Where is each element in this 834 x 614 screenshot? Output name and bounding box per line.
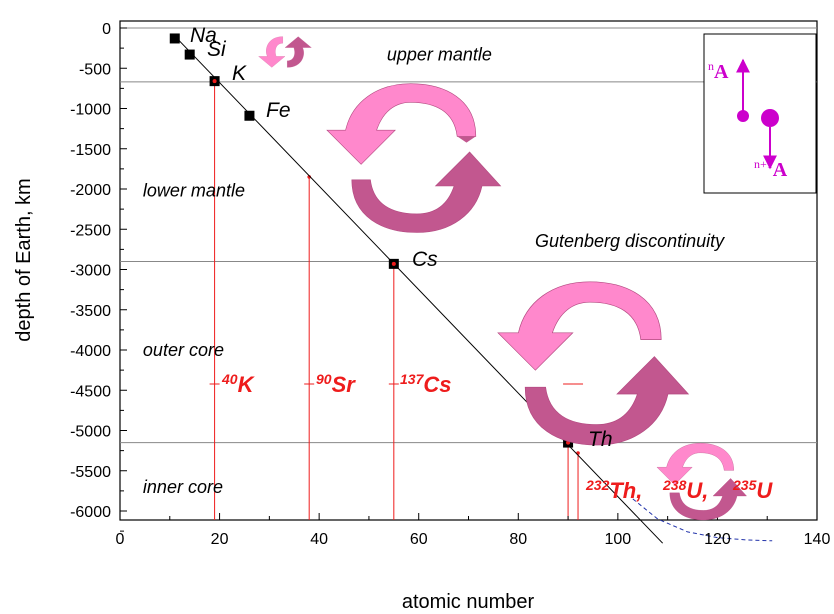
y-tick-label--4500: -4500 bbox=[70, 383, 111, 400]
y-axis-title: depth of Earth, km bbox=[13, 178, 35, 341]
x-axis-title: atomic number bbox=[402, 591, 535, 613]
y-tick-label--1500: -1500 bbox=[70, 142, 111, 159]
point-label-cs: Cs bbox=[412, 248, 438, 271]
x-tick-label-80: 80 bbox=[509, 531, 527, 548]
convection-arrow-small bbox=[258, 36, 312, 68]
region-label-upper-mantle: upper mantle bbox=[387, 45, 492, 65]
y-tick-label--1000: -1000 bbox=[70, 102, 111, 119]
isotope-label-k40: 40K bbox=[221, 371, 256, 397]
point-label-fe: Fe bbox=[266, 99, 291, 122]
convection-arrow-inner bbox=[656, 443, 747, 521]
x-tick-label-60: 60 bbox=[410, 531, 428, 548]
point-label-k: K bbox=[232, 62, 247, 85]
point-label-si: Si bbox=[207, 38, 227, 61]
x-tick-label-40: 40 bbox=[310, 531, 328, 548]
boundary-lines bbox=[120, 27, 817, 444]
y-tick-label--4000: -4000 bbox=[70, 343, 111, 360]
point-fe bbox=[244, 110, 255, 121]
isotope-label-th232: 232Th, bbox=[585, 477, 642, 503]
x-tick-label-20: 20 bbox=[211, 531, 229, 548]
gutenberg-label: Gutenberg discontinuity bbox=[535, 231, 725, 251]
y-tick-label--5500: -5500 bbox=[70, 464, 111, 481]
y-tick-label--2000: -2000 bbox=[70, 182, 111, 199]
y-tick-label--3000: -3000 bbox=[70, 263, 111, 280]
y-tick-label--6000: -6000 bbox=[70, 504, 111, 521]
y-tick-label--3500: -3500 bbox=[70, 303, 111, 320]
dashed-curve bbox=[632, 498, 773, 542]
x-tick-label-120: 120 bbox=[704, 531, 731, 548]
y-tick-label-0: 0 bbox=[102, 21, 111, 38]
point-na bbox=[169, 33, 180, 44]
convection-arrow-mantle bbox=[326, 83, 502, 233]
isotope-label-u235: 235U bbox=[732, 477, 773, 503]
region-label-inner-core: inner core bbox=[143, 477, 223, 497]
x-tick-label-0: 0 bbox=[116, 531, 125, 548]
inset-label-top: nA bbox=[708, 59, 729, 83]
point-si bbox=[184, 49, 195, 60]
inset-large-nucleus bbox=[761, 109, 779, 127]
y-tick-label--5000: -5000 bbox=[70, 424, 111, 441]
y-tick-label--500: -500 bbox=[79, 61, 111, 78]
point-label-th: Th bbox=[588, 428, 613, 451]
region-label-lower-mantle: lower mantle bbox=[143, 181, 245, 201]
inset-small-nucleus bbox=[737, 110, 749, 122]
x-tick-label-140: 140 bbox=[804, 531, 831, 548]
decay-inset: nA n+1A bbox=[703, 33, 817, 194]
isotope-label-cs137: 137Cs bbox=[400, 371, 451, 397]
isotope-label-u238: 238U, bbox=[662, 477, 708, 503]
isotope-label-sr90: 90Sr bbox=[316, 371, 356, 397]
fit-line-group bbox=[174, 35, 773, 544]
point-label-na: Na bbox=[190, 24, 217, 47]
x-tick-label-100: 100 bbox=[605, 531, 632, 548]
y-tick-label--2500: -2500 bbox=[70, 222, 111, 239]
point-marker-k bbox=[212, 79, 217, 84]
data-points bbox=[169, 33, 574, 448]
inset-label-bottom: n+1A bbox=[754, 157, 788, 181]
point-marker-cs bbox=[391, 261, 396, 266]
fit-line bbox=[174, 35, 664, 544]
y-axis-ticks: 0 -500 -1000 -1500 -2000 -2500 -3000 -3500 -4000… bbox=[70, 21, 127, 532]
convection-arrow-core bbox=[497, 281, 690, 446]
region-label-outer-core: outer core bbox=[143, 340, 224, 360]
isotope-drop-lines bbox=[209, 79, 584, 520]
x-axis-ticks: 0 20 40 60 80 100 120 140 bbox=[116, 513, 831, 548]
